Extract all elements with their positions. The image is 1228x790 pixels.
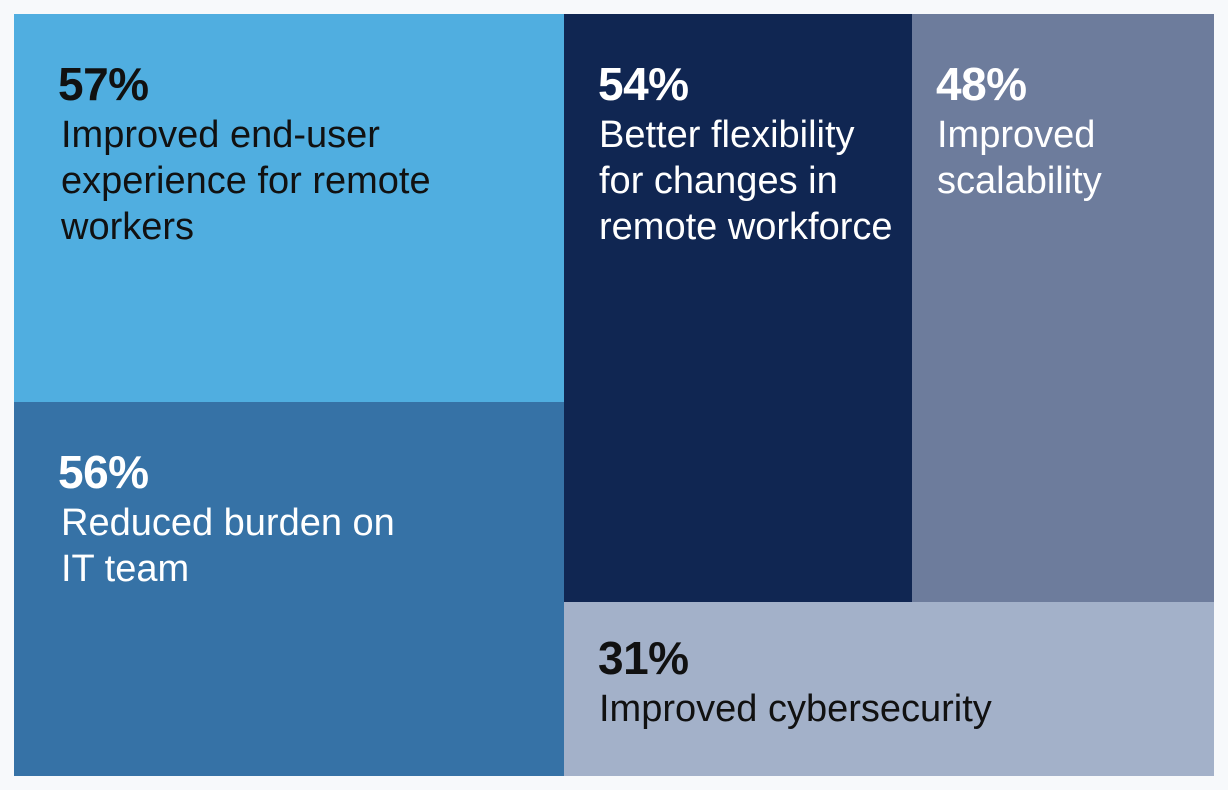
tile-percent: 48%: [936, 58, 1027, 110]
tile-label: Improved cybersecurity: [599, 688, 992, 730]
tile-label: Reduced burden on IT team: [61, 502, 395, 590]
tile-end-user-experience: 57% Improved end-user experience for rem…: [14, 14, 564, 402]
tile-percent: 56%: [58, 446, 149, 498]
tile-percent: 31%: [598, 632, 689, 684]
tile-percent: 57%: [58, 58, 149, 110]
tile-reduced-it-burden: 56% Reduced burden on IT team: [14, 402, 564, 776]
tile-label: Improved scalability: [937, 114, 1102, 202]
tile-label: Improved end-user experience for remote …: [61, 114, 431, 248]
tile-label: Better flexibility for changes in remote…: [599, 114, 893, 248]
tile-cybersecurity: 31% Improved cybersecurity: [564, 602, 1214, 776]
tile-flexibility: 54% Better flexibility for changes in re…: [564, 14, 912, 602]
tile-percent: 54%: [598, 58, 689, 110]
tile-scalability: 48% Improved scalability: [912, 14, 1214, 602]
